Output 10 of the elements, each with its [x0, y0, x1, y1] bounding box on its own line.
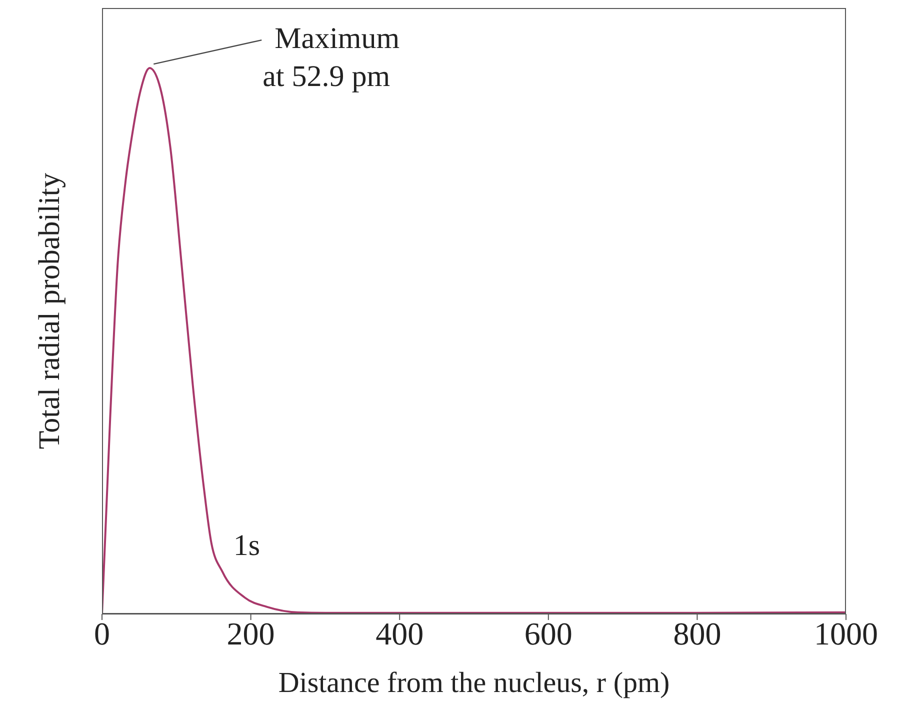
annotation: Maximum at 52.9 pm: [262, 22, 400, 94]
x-axis-title: Distance from the nucleus, r (pm): [278, 667, 670, 699]
y-axis-title: Total radial probability: [33, 172, 67, 450]
x-tick-label: 600: [524, 616, 572, 652]
x-tick-label: 1000: [814, 616, 878, 652]
x-tick-label: 200: [226, 616, 275, 652]
x-tick-label: 0: [94, 616, 110, 652]
x-tick-label: 800: [673, 616, 722, 652]
series-label: 1s: [233, 529, 260, 562]
x-tick-label: 400: [376, 616, 424, 652]
